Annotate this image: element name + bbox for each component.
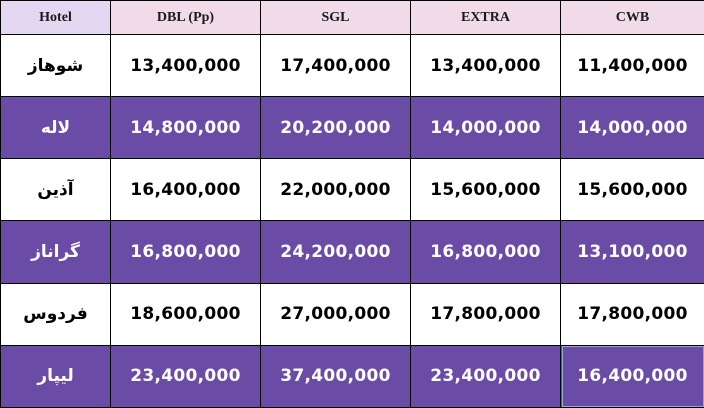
cwb-price-cell: 16,400,000	[560, 344, 704, 408]
table-row: فردوس 18,600,000 27,000,000 17,800,000 1…	[0, 282, 704, 346]
cwb-price-cell: 17,800,000	[560, 282, 704, 346]
cwb-price-cell: 14,000,000	[560, 96, 704, 160]
sgl-price-cell: 20,200,000	[260, 96, 411, 160]
cwb-price-cell: 15,600,000	[560, 158, 704, 222]
cwb-price-cell: 13,100,000	[560, 220, 704, 284]
dbl-price-cell: 23,400,000	[110, 344, 261, 408]
table-row: لیپار 23,400,000 37,400,000 23,400,000 1…	[0, 344, 704, 408]
extra-price-cell: 13,400,000	[410, 33, 561, 98]
hotel-name-cell: فردوس	[0, 282, 111, 346]
hotel-name-cell: لیپار	[0, 344, 111, 408]
dbl-price-cell: 13,400,000	[110, 33, 261, 98]
table-header-row: Hotel DBL (Pp) SGL EXTRA CWB	[0, 0, 704, 35]
column-header-sgl: SGL	[260, 0, 411, 35]
table-row: گراناز 16,800,000 24,200,000 16,800,000 …	[0, 220, 704, 284]
sgl-price-cell: 27,000,000	[260, 282, 411, 346]
extra-price-cell: 15,600,000	[410, 158, 561, 222]
sgl-price-cell: 24,200,000	[260, 220, 411, 284]
dbl-price-cell: 16,800,000	[110, 220, 261, 284]
column-header-extra: EXTRA	[410, 0, 561, 35]
sgl-price-cell: 22,000,000	[260, 158, 411, 222]
extra-price-cell: 16,800,000	[410, 220, 561, 284]
sgl-price-cell: 37,400,000	[260, 344, 411, 408]
table-row: آذین 16,400,000 22,000,000 15,600,000 15…	[0, 158, 704, 222]
column-header-cwb: CWB	[560, 0, 704, 35]
dbl-price-cell: 18,600,000	[110, 282, 261, 346]
extra-price-cell: 14,000,000	[410, 96, 561, 160]
sgl-price-cell: 17,400,000	[260, 33, 411, 98]
hotel-name-cell: آذین	[0, 158, 111, 222]
table-row: شوهاز 13,400,000 17,400,000 13,400,000 1…	[0, 33, 704, 98]
hotel-name-cell: لاله	[0, 96, 111, 160]
hotel-name-cell: شوهاز	[0, 33, 111, 98]
dbl-price-cell: 14,800,000	[110, 96, 261, 160]
extra-price-cell: 23,400,000	[410, 344, 561, 408]
dbl-price-cell: 16,400,000	[110, 158, 261, 222]
extra-price-cell: 17,800,000	[410, 282, 561, 346]
hotel-name-cell: گراناز	[0, 220, 111, 284]
cwb-price-cell: 11,400,000	[560, 33, 704, 98]
column-header-hotel: Hotel	[0, 0, 111, 35]
table-row: لاله 14,800,000 20,200,000 14,000,000 14…	[0, 96, 704, 160]
column-header-dbl: DBL (Pp)	[110, 0, 261, 35]
